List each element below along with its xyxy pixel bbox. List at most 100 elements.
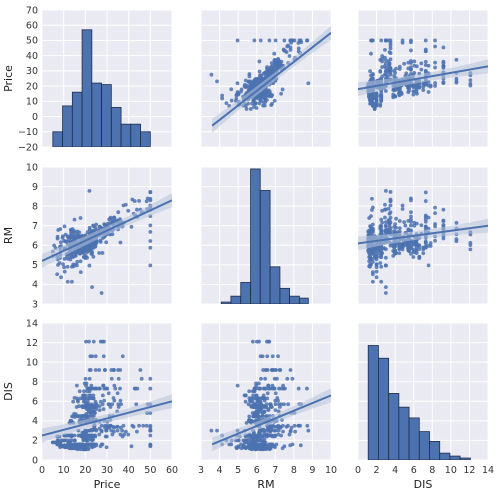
scatter-point <box>257 59 262 64</box>
scatter-point <box>265 396 270 401</box>
scatter-point <box>269 433 274 438</box>
scatter-point <box>76 399 80 404</box>
scatter-point <box>82 445 87 450</box>
scatter-point <box>137 423 141 428</box>
scatter-point <box>65 279 70 284</box>
x-tick-label: 9 <box>309 465 315 476</box>
scatter-point <box>368 262 372 267</box>
scatter-point <box>273 398 278 403</box>
scatter-point <box>87 227 92 232</box>
scatter-point <box>116 405 121 409</box>
scatter-point <box>97 368 102 372</box>
scatter-point <box>409 72 413 76</box>
x-tick-label: 4 <box>217 465 223 476</box>
scatter-point <box>370 259 375 264</box>
scatter-point <box>135 207 139 212</box>
scatter-point <box>380 208 385 213</box>
hist-bar <box>408 417 420 460</box>
scatter-point <box>115 428 120 433</box>
scatter-point <box>85 386 90 391</box>
scatter-point <box>423 68 428 73</box>
y-tick-label: 9 <box>32 182 38 193</box>
scatter-point <box>374 262 379 267</box>
scatter-point <box>57 261 62 265</box>
scatter-point <box>409 38 413 43</box>
scatter-point <box>402 61 407 66</box>
scatter-point <box>397 219 402 223</box>
scatter-point <box>87 263 92 268</box>
scatter-point <box>273 428 278 433</box>
scatter-point <box>87 376 92 381</box>
scatter-point <box>75 259 80 264</box>
y-tick-label: 10 <box>26 357 38 368</box>
scatter-point <box>388 51 393 55</box>
scatter-point <box>141 423 146 428</box>
scatter-point <box>250 442 255 447</box>
scatter-point <box>255 96 260 101</box>
hist-bar <box>459 457 471 460</box>
hist-bar <box>81 29 93 147</box>
regression-line <box>42 199 172 262</box>
scatter-point <box>279 91 283 96</box>
scatter-point <box>118 386 122 391</box>
scatter-point <box>423 245 428 250</box>
scatter-point <box>92 411 97 415</box>
hist-bar <box>91 82 102 147</box>
scatter-point <box>265 391 270 396</box>
scatter-point <box>388 215 393 220</box>
scatter-point <box>73 438 77 443</box>
scatter-point <box>129 224 134 229</box>
scatter-point <box>254 383 259 388</box>
x-axis-label-price: Price <box>94 478 121 491</box>
scatter-point <box>273 368 277 372</box>
scatter-point <box>414 87 419 92</box>
scatter-point <box>290 442 295 447</box>
scatter-point <box>256 386 261 391</box>
scatter-point <box>88 393 93 398</box>
scatter-point <box>419 223 424 228</box>
scatter-point <box>257 69 262 74</box>
scatter-point <box>80 414 85 418</box>
scatter-point <box>122 432 127 437</box>
scatter-point <box>388 190 393 194</box>
y-axis-label-rm: RM <box>2 227 15 244</box>
scatter-point <box>257 407 262 412</box>
scatter-point <box>368 101 372 106</box>
scatter-point <box>388 70 393 75</box>
scatter-point <box>257 101 262 106</box>
scatter-point <box>83 404 87 409</box>
scatter-point <box>277 64 282 69</box>
scatter-point <box>254 393 258 398</box>
y-tick-label: 20 <box>26 81 38 92</box>
scatter-point <box>65 264 70 269</box>
scatter-point <box>379 227 384 232</box>
scatter-point <box>441 219 446 223</box>
scatter-point <box>102 368 107 372</box>
panel-rm-vs-rm <box>200 166 332 305</box>
scatter-point <box>91 254 96 259</box>
scatter-point <box>235 90 240 94</box>
scatter-point <box>260 414 265 418</box>
scatter-point <box>104 434 109 439</box>
scatter-point <box>374 265 379 270</box>
scatter-point <box>68 445 73 450</box>
scatter-point <box>388 199 393 204</box>
scatter-point <box>253 101 258 106</box>
scatter-point <box>265 339 269 344</box>
scatter-point <box>87 368 92 372</box>
scatter-point <box>123 429 128 434</box>
scatter-point <box>392 249 397 254</box>
scatter-point <box>379 264 384 269</box>
scatter-point <box>90 242 95 247</box>
scatter-point <box>106 391 111 396</box>
scatter-point <box>287 432 292 437</box>
scatter-point <box>89 404 93 409</box>
scatter-point <box>246 433 251 438</box>
scatter-point <box>370 205 375 210</box>
scatter-point <box>71 399 76 404</box>
scatter-point <box>97 404 102 409</box>
scatter-point <box>104 240 109 245</box>
scatter-point <box>258 38 263 43</box>
scatter-point <box>426 83 431 88</box>
scatter-point <box>423 241 428 246</box>
